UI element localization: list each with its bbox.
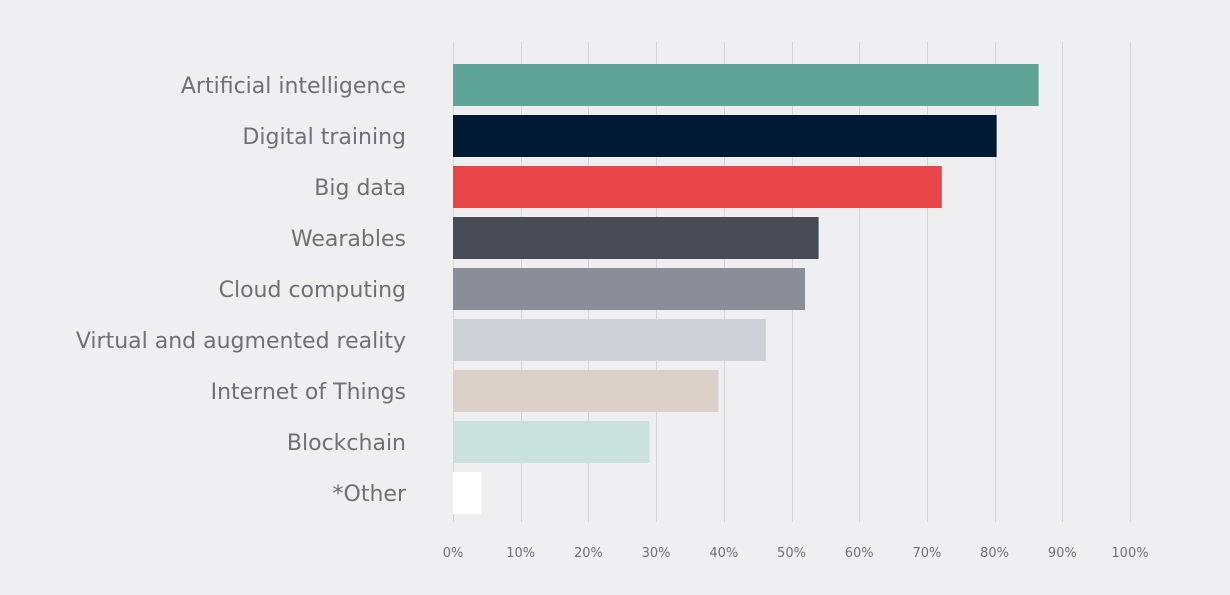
category-label: Blockchain xyxy=(287,431,406,456)
bar xyxy=(453,268,806,310)
x-tick-label: 20% xyxy=(574,546,603,561)
category-label: *Other xyxy=(333,482,407,507)
category-label: Artificial intelligence xyxy=(181,74,406,99)
category-labels: Artificial intelligence Digital training B… xyxy=(76,74,407,507)
x-axis-ticks: 0% 10% 20% 30% 40% 50% 60% 70% 80% 90% 100% xyxy=(443,546,1149,561)
bar xyxy=(453,370,719,412)
x-tick-label: 30% xyxy=(642,546,671,561)
category-label: Cloud computing xyxy=(219,278,406,303)
x-tick-label: 80% xyxy=(980,546,1009,561)
bar xyxy=(453,115,997,157)
category-label: Internet of Things xyxy=(211,380,406,405)
category-label: Wearables xyxy=(291,227,406,252)
x-tick-label: 10% xyxy=(506,546,535,561)
x-tick-label: 70% xyxy=(912,546,941,561)
bar xyxy=(453,64,1039,106)
bar xyxy=(453,217,819,259)
category-label: Big data xyxy=(314,176,406,201)
bar xyxy=(453,166,942,208)
bar xyxy=(453,472,482,514)
x-tick-label: 0% xyxy=(443,546,464,561)
x-tick-label: 50% xyxy=(777,546,806,561)
bar xyxy=(453,421,650,463)
category-label: Virtual and augmented reality xyxy=(76,329,406,354)
x-tick-label: 100% xyxy=(1111,546,1148,561)
bars xyxy=(453,64,1039,514)
category-label: Digital training xyxy=(242,125,406,150)
x-tick-label: 60% xyxy=(845,546,874,561)
x-tick-label: 40% xyxy=(709,546,738,561)
x-tick-label: 90% xyxy=(1048,546,1077,561)
bar xyxy=(453,319,766,361)
